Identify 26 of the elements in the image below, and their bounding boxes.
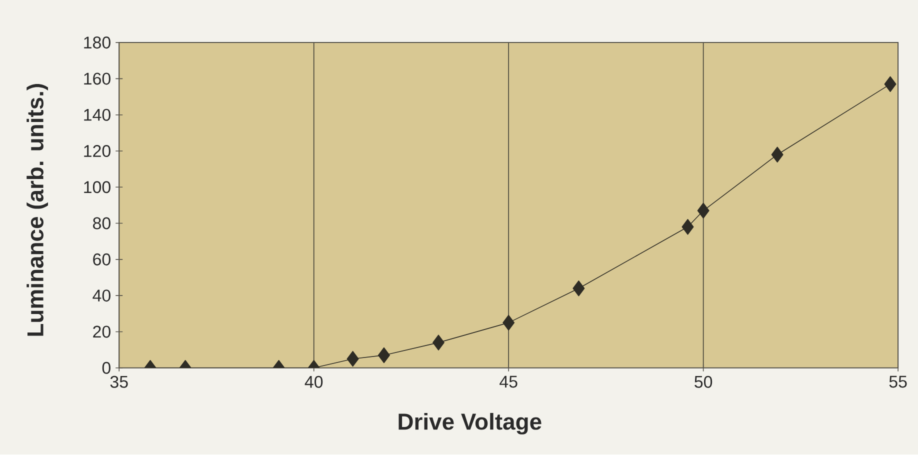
- y-tick-label: 180: [84, 36, 110, 49]
- y-tick-label: 40: [92, 290, 110, 302]
- y-tick-label: 120: [84, 145, 110, 158]
- y-axis-title: Luminance (arb. units.): [26, 84, 48, 336]
- x-tick-label: 50: [694, 376, 712, 388]
- x-tick-label: 40: [304, 376, 323, 388]
- x-tick-label: 45: [500, 376, 518, 388]
- point: [378, 348, 390, 364]
- y-tick-label: 0: [102, 362, 110, 374]
- point: [682, 219, 694, 235]
- y-tick-label: 20: [93, 326, 110, 338]
- x-tick-label: 55: [889, 376, 907, 388]
- y-tick-label: 160: [84, 72, 110, 85]
- point: [884, 76, 896, 92]
- y-tick-label: 100: [84, 181, 110, 194]
- point: [697, 202, 710, 219]
- point: [572, 280, 585, 296]
- y-tick-label: 140: [84, 109, 110, 122]
- y-tick-label: 80: [93, 217, 110, 230]
- point: [502, 315, 515, 331]
- point: [771, 146, 784, 163]
- x-axis-title: Drive Voltage: [398, 413, 542, 435]
- y-tick-label: 60: [93, 254, 110, 266]
- x-tick-label: 35: [110, 376, 128, 388]
- point: [432, 334, 444, 351]
- point: [346, 351, 359, 367]
